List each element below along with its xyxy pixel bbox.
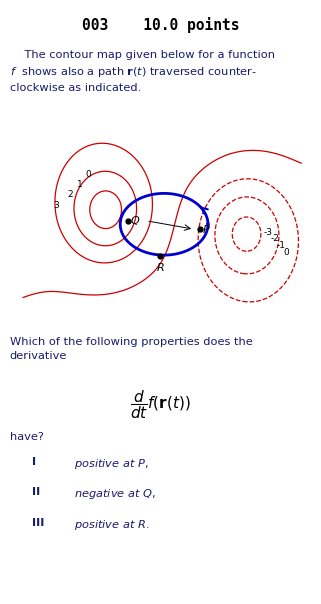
Text: -3: -3 (264, 228, 273, 237)
Text: $R$: $R$ (156, 260, 164, 272)
Text: -2: -2 (271, 234, 280, 243)
Text: Which of the following properties does the
derivative: Which of the following properties does t… (10, 337, 252, 361)
Text: I: I (32, 457, 36, 467)
Text: $Q$: $Q$ (130, 214, 140, 227)
Text: 0: 0 (85, 170, 91, 179)
Text: 003    10.0 points: 003 10.0 points (82, 17, 239, 33)
Text: $P$: $P$ (203, 223, 211, 235)
Text: $\mathit{positive\ at\ P,}$: $\mathit{positive\ at\ P,}$ (74, 457, 149, 471)
Text: $\mathit{positive\ at\ R.}$: $\mathit{positive\ at\ R.}$ (74, 518, 150, 532)
Text: III: III (32, 518, 45, 528)
Text: The contour map given below for a function
$f$  shows also a path $\mathbf{r}(t): The contour map given below for a functi… (10, 50, 275, 94)
Text: 0: 0 (284, 248, 290, 257)
Text: 2: 2 (67, 190, 73, 199)
Text: 3: 3 (54, 201, 59, 210)
Text: have?: have? (10, 432, 44, 442)
Text: -1: -1 (277, 240, 286, 249)
Text: II: II (32, 487, 40, 497)
Text: $\mathit{negative\ at\ Q,}$: $\mathit{negative\ at\ Q,}$ (74, 487, 156, 501)
Text: $\dfrac{d}{dt}f(\mathbf{r}(t))$: $\dfrac{d}{dt}f(\mathbf{r}(t))$ (130, 388, 191, 420)
Text: 1: 1 (77, 180, 83, 189)
